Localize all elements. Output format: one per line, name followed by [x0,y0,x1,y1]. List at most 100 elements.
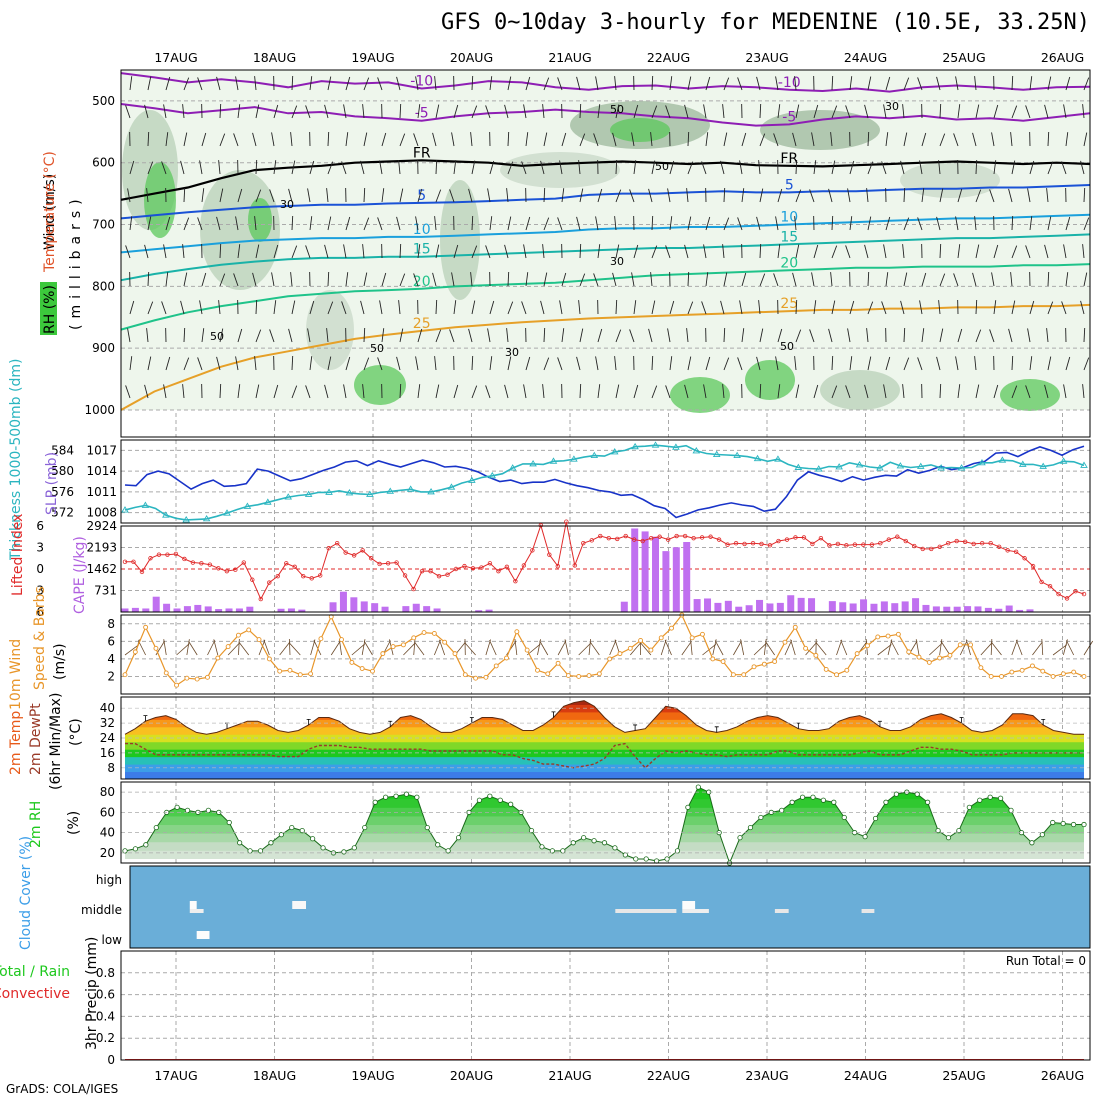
wind-barb [381,328,385,343]
cape-bar [1026,609,1034,612]
li-point [173,551,179,557]
wind-barb [1047,132,1050,147]
li-point [598,533,603,539]
wind-barb [561,272,567,287]
wind-speed-point [947,652,953,658]
wind-barb [1065,356,1071,371]
wind-barb [309,300,315,315]
wind-barb [955,76,959,91]
wind-barb [216,356,221,371]
rh-point [945,835,952,841]
rh-contour-label: 50 [780,340,794,353]
wind-barb [669,300,675,315]
rh-point [799,794,806,800]
panel-frame-temp [120,696,1091,780]
wind-barb [507,76,512,91]
wind-barb [183,328,186,343]
rh-point [476,797,483,803]
wind-speed-point [421,630,427,636]
wind-barb [847,328,851,343]
wind-barb [507,301,514,315]
wind-barb [813,160,817,175]
wind-barb [660,639,667,656]
wind-speed-point [823,666,829,672]
wind-barb [639,641,652,656]
wind-barb [507,132,510,147]
thickness-point [549,457,558,464]
temp-band [125,726,1084,735]
wind-barb [830,132,833,147]
wind-barb [936,76,941,91]
wind-barb [345,132,349,147]
wind-barb [326,188,329,203]
wind-barb [1047,272,1050,287]
date-label-bottom: 25AUG [942,1068,985,1083]
wind-barb [327,272,330,287]
cape-bar [995,608,1003,612]
cape-bar [183,606,191,612]
wind-barb [840,639,848,656]
wind-barb [487,328,491,343]
wind-barb [326,328,329,343]
wind-barb [993,384,999,399]
rh-area [440,180,480,300]
wind-barb [182,244,185,259]
wind-speed-point [1060,671,1066,677]
wind-barb [667,328,671,343]
cape-bar [1016,609,1024,612]
rh-point [341,849,347,855]
wind-barb [990,641,1002,656]
wind-barb [597,104,601,119]
wind-barb [165,76,171,91]
wind-barb [631,272,635,287]
wind-barb [669,160,675,175]
wind-speed-point [885,633,891,639]
wind-barb [485,639,491,656]
wind-barb [929,643,943,656]
wind-speed-point [122,672,128,678]
wind-barb [271,272,275,287]
rh-point [310,836,316,842]
wind-barb [795,384,800,399]
li-point [869,542,875,547]
wind-barb [291,356,294,371]
cape-bar [860,599,868,612]
wind-barb [434,76,437,91]
wind-speed-point [390,644,396,650]
wind-barb [809,189,815,203]
wind-barb [290,132,293,147]
wind-barb [1011,385,1018,399]
wind-barb [523,104,527,119]
wind-barb [542,244,545,259]
wind-barb [867,76,872,91]
thickness-point [447,483,456,490]
wind-barb [413,641,425,656]
wind-barb [773,273,779,287]
cape-tick: 2193 [86,541,117,555]
rh-point [914,791,920,797]
li-point [360,548,365,553]
thickness-point [508,464,517,471]
wind-barb [489,356,493,371]
wind-barb [313,640,322,656]
wind-speed-point [174,682,180,688]
wind-barb [579,384,582,399]
wind-barb [1011,300,1016,315]
rh-point [497,797,503,803]
wind-barb [1065,272,1069,287]
wind-barb [975,329,982,343]
wind-barb [845,105,851,119]
wind-speed-point [235,632,241,638]
wind-barb [1061,161,1067,175]
wind-barb [345,272,349,287]
wind-barb [651,160,656,175]
wind-barb [957,384,961,399]
wind-barb [233,133,239,147]
wind-barb [595,356,599,371]
wind-barb [269,329,275,343]
li-point [1039,579,1044,585]
wind-barb [831,245,838,259]
wind-barb [435,104,440,119]
wind-speed-point [730,672,736,678]
wind-barb [453,384,459,399]
